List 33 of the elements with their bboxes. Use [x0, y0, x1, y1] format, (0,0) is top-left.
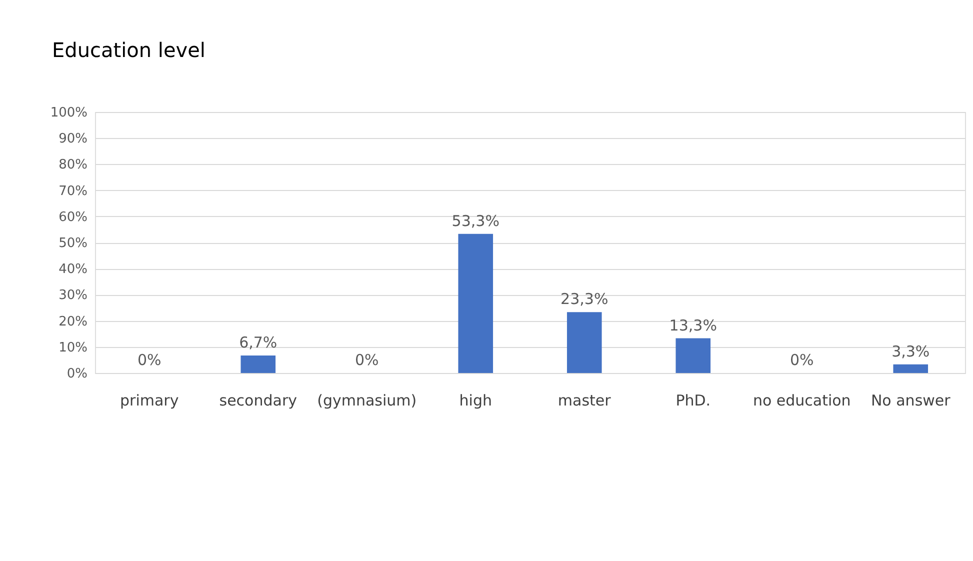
data-label: 0% — [354, 351, 379, 369]
x-tick-label: No answer — [870, 392, 952, 410]
x-tick-label: secondary — [219, 392, 298, 410]
data-label: 0% — [137, 351, 162, 369]
bar — [240, 356, 276, 373]
y-tick-label: 40% — [58, 262, 88, 278]
x-tick-label: no education — [752, 392, 851, 410]
x-tick-label: (gymnasium) — [317, 392, 417, 410]
data-label: 23,3% — [560, 290, 608, 308]
x-tick-label: PhD. — [676, 392, 711, 410]
y-tick-label: 0% — [66, 366, 88, 382]
bar — [458, 234, 494, 373]
y-tick-label: 10% — [58, 340, 88, 356]
y-tick-label: 60% — [58, 210, 88, 225]
y-tick-label: 70% — [58, 184, 88, 199]
x-tick-label: master — [558, 392, 612, 410]
x-tick-label: primary — [120, 392, 179, 410]
bar — [893, 364, 928, 373]
data-label: 13,3% — [669, 316, 717, 334]
y-tick-label: 100% — [50, 106, 88, 120]
data-label: 3,3% — [892, 342, 930, 360]
y-tick-label: 90% — [58, 132, 88, 147]
data-label: 6,7% — [239, 334, 278, 352]
y-tick-label: 30% — [58, 288, 88, 304]
x-tick-label: high — [459, 392, 492, 410]
y-tick-label: 50% — [58, 236, 88, 251]
y-tick-label: 20% — [58, 314, 88, 330]
bar — [566, 312, 602, 373]
data-label: 53,3% — [452, 212, 500, 230]
data-label: 0% — [790, 351, 814, 369]
chart-title: Education level — [52, 38, 206, 62]
y-tick-label: 80% — [58, 158, 88, 173]
bar — [676, 338, 711, 373]
